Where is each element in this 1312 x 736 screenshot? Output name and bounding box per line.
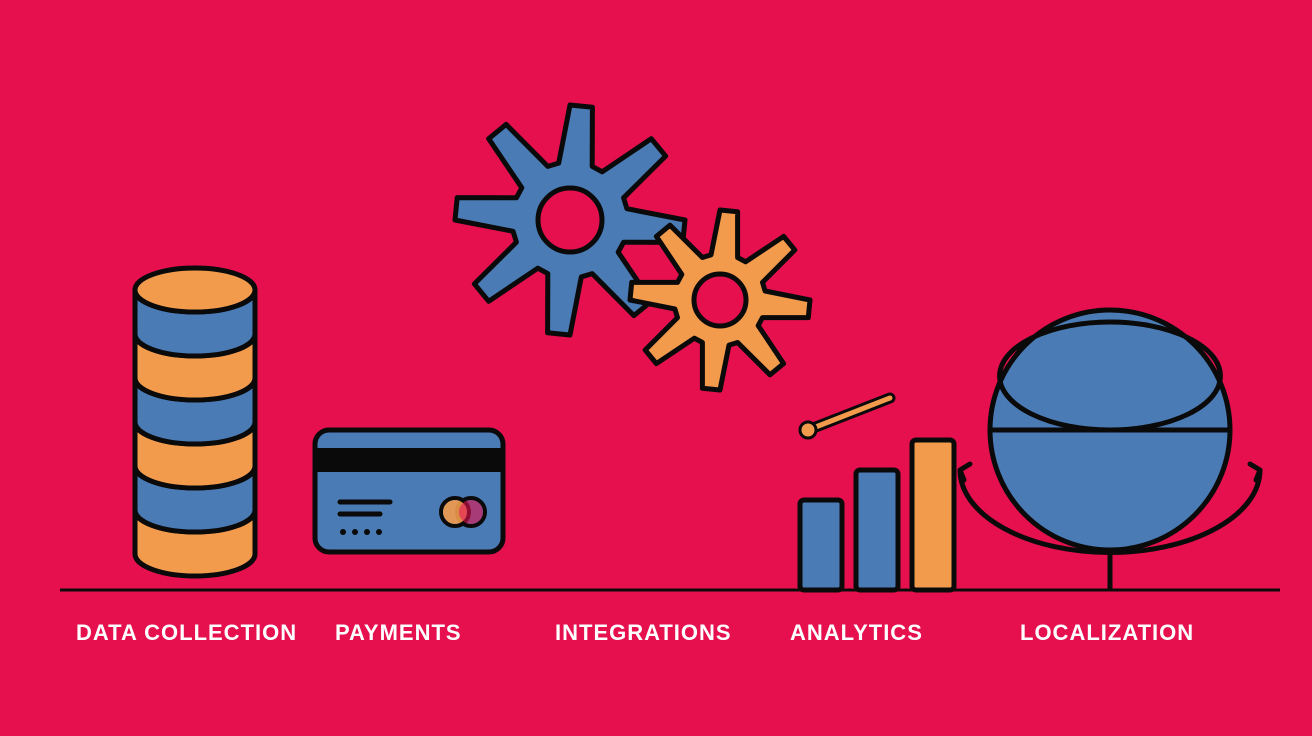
database-icon — [135, 268, 255, 576]
label-integrations: INTEGRATIONS — [555, 620, 732, 646]
globe-icon — [960, 310, 1260, 590]
label-data-collection: DATA COLLECTION — [76, 620, 297, 646]
label-payments: PAYMENTS — [335, 620, 462, 646]
label-analytics: ANALYTICS — [790, 620, 923, 646]
infographic-canvas: DATA COLLECTION PAYMENTS INTEGRATIONS AN… — [0, 0, 1312, 736]
gears-icon — [455, 105, 810, 390]
bar-chart-icon — [800, 398, 954, 590]
credit-card-icon — [315, 430, 503, 552]
label-localization: LOCALIZATION — [1020, 620, 1194, 646]
